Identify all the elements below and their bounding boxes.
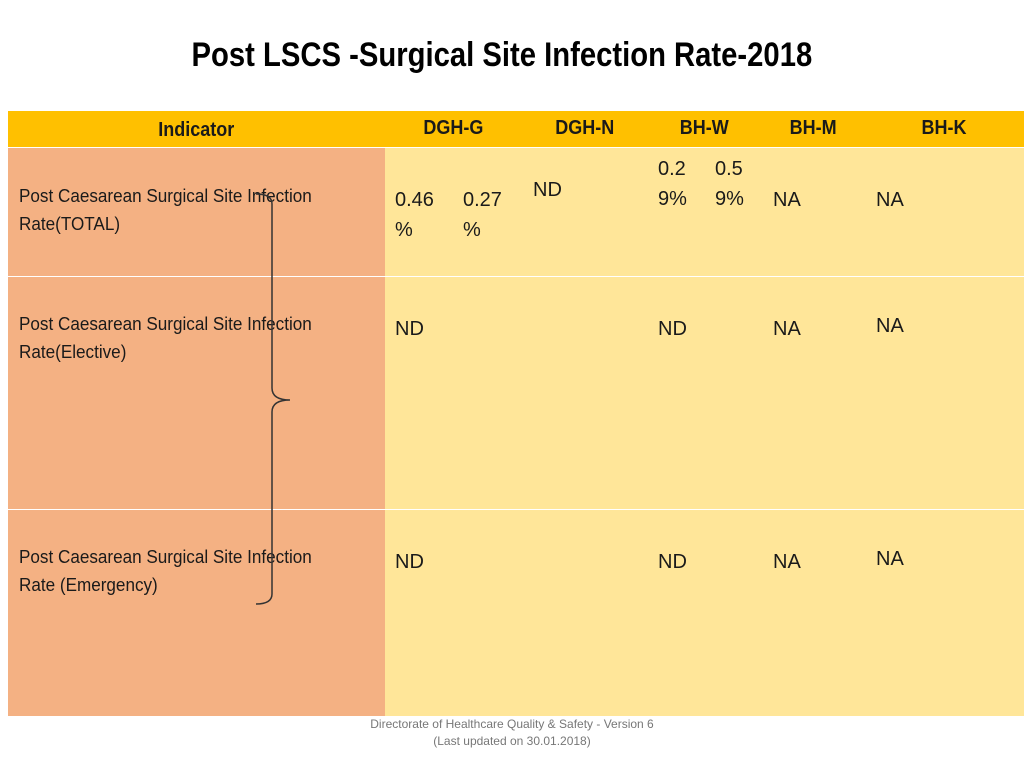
row-total-bh-k: NA [864, 148, 1024, 276]
row-total-bh-m: NA [762, 148, 864, 276]
row-emergency-dgh-g: ND [385, 510, 522, 716]
row-total-bh-w-a: 0.2 9% [647, 148, 705, 276]
header-bh-k: BH-K [864, 111, 1024, 147]
row-emergency-indicator: Post Caesarean Surgical Site Infection Ra… [8, 510, 385, 716]
header-dgh-n: DGH-N [522, 111, 647, 147]
row-elective-bh-m: NA [762, 277, 864, 509]
row-elective-dgh-n [522, 277, 647, 509]
row-elective-dgh-g: ND [385, 277, 522, 509]
row-emergency-bh-w-b [705, 510, 762, 716]
row-emergency-bh-m: NA [762, 510, 864, 716]
row-total-dgh-n: ND [522, 148, 647, 276]
row-elective-indicator: Post Caesarean Surgical Site Infection Ra… [8, 277, 385, 509]
header-bh-m: BH-M [762, 111, 864, 147]
row-total-bh-w-b: 0.5 9% [705, 148, 762, 276]
row-total-dgh-g-b: 0.27% [454, 148, 522, 276]
right-brace-icon [250, 190, 300, 610]
row-elective-bh-w-a: ND [647, 277, 705, 509]
header-dgh-g: DGH-G [385, 111, 522, 147]
header-bh-w: BH-W [647, 111, 762, 147]
row-elective-bh-k: NA [864, 277, 1024, 509]
indicator-table: Indicator DGH-G DGH-N BH-W BH-M BH-K Pos… [0, 0, 1024, 768]
row-elective-bh-w-b [705, 277, 762, 509]
row-total-indicator: Post Caesarean Surgical Site Infection Ra… [8, 148, 385, 276]
row-emergency-dgh-n [522, 510, 647, 716]
row-total-dgh-g-a: 0.46% [385, 148, 454, 276]
row-emergency-bh-k: NA [864, 510, 1024, 716]
header-indicator: Indicator [8, 111, 385, 147]
footer-line-1: Directorate of Healthcare Quality & Safe… [0, 716, 1024, 733]
footer: Directorate of Healthcare Quality & Safe… [0, 716, 1024, 750]
row-emergency-bh-w-a: ND [647, 510, 705, 716]
footer-line-2: (Last updated on 30.01.2018) [0, 733, 1024, 750]
